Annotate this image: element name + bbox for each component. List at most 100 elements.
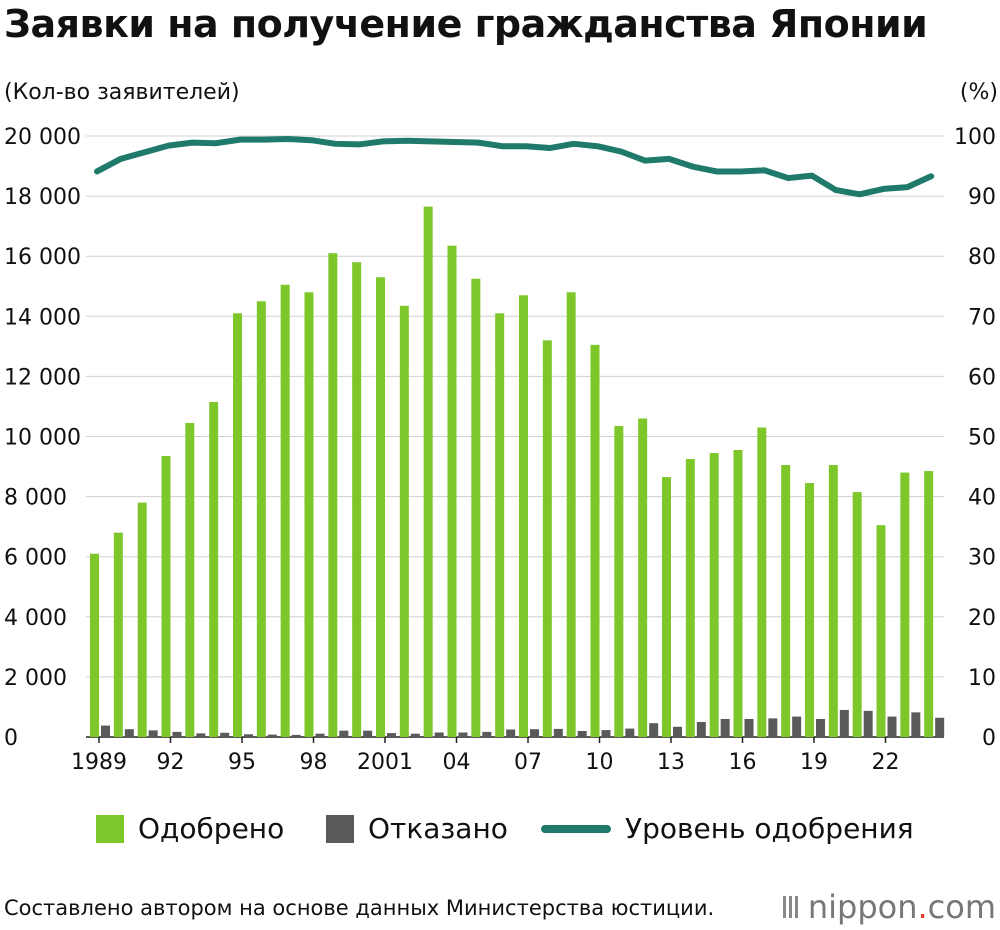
y-left-tick-label: 16 000 bbox=[4, 245, 81, 270]
legend-rate-label: Уровень одобрения bbox=[625, 812, 914, 845]
logo-tld: com bbox=[927, 888, 996, 926]
y-left-tick-label: 14 000 bbox=[4, 305, 81, 330]
x-tick-label: 04 bbox=[443, 750, 471, 775]
approved-bar bbox=[566, 292, 576, 737]
approved-bar bbox=[423, 206, 433, 737]
rejected-bar bbox=[530, 729, 539, 737]
rejected-swatch bbox=[326, 814, 354, 843]
rejected-bar bbox=[387, 733, 396, 737]
approved-bar bbox=[399, 305, 409, 737]
rejected-bar bbox=[124, 729, 134, 737]
y-right-tick-label: 70 bbox=[968, 305, 996, 330]
y-right-tick-label: 30 bbox=[968, 546, 996, 571]
approved-bar bbox=[256, 301, 266, 737]
y-right-tick-label: 0 bbox=[982, 726, 996, 751]
approved-bar bbox=[376, 277, 385, 737]
y-right-tick-label: 60 bbox=[968, 365, 996, 390]
approved-bar bbox=[542, 340, 552, 737]
chart-title: Заявки на получение гражданства Японии bbox=[4, 2, 928, 46]
approved-bar bbox=[638, 418, 648, 737]
y-left-tick-label: 10 000 bbox=[4, 426, 81, 451]
approved-bar bbox=[328, 253, 338, 737]
logo-main: nippon bbox=[807, 888, 918, 926]
rejected-bar bbox=[363, 730, 373, 737]
rejected-bar bbox=[101, 725, 110, 737]
rejected-bar bbox=[267, 734, 277, 737]
approved-bar bbox=[805, 483, 814, 737]
rejected-bar bbox=[863, 710, 873, 737]
rejected-bar bbox=[768, 718, 778, 737]
approved-bar bbox=[519, 295, 528, 737]
approved-bar bbox=[280, 284, 290, 737]
left-axis-unit: (Кол-во заявителей) bbox=[4, 80, 240, 105]
rejected-bar bbox=[220, 732, 230, 737]
approved-bar bbox=[137, 502, 147, 737]
rejected-bar bbox=[148, 730, 158, 737]
rejected-bar bbox=[816, 718, 825, 737]
approved-bar bbox=[90, 553, 99, 737]
x-tick-label: 07 bbox=[514, 750, 542, 775]
approved-bar bbox=[757, 427, 767, 737]
approved-bar bbox=[233, 313, 242, 737]
legend-approved-label: Одобрено bbox=[138, 812, 285, 845]
approved-bar bbox=[113, 532, 123, 737]
logo-dot: . bbox=[917, 888, 928, 926]
rejected-bar bbox=[625, 728, 635, 737]
approval-rate-line bbox=[94, 136, 935, 198]
x-tick-label: 19 bbox=[800, 750, 828, 775]
y-right-tick-label: 20 bbox=[968, 606, 996, 631]
approved-bar bbox=[447, 245, 457, 737]
approved-bar bbox=[209, 401, 219, 737]
legend-rejected-label: Отказано bbox=[368, 812, 508, 845]
rejected-bar bbox=[172, 731, 182, 737]
rejected-bar bbox=[196, 733, 206, 737]
rejected-bar bbox=[839, 709, 849, 737]
x-tick-label: 22 bbox=[872, 750, 900, 775]
approved-bar bbox=[685, 459, 695, 737]
rejected-bar bbox=[339, 730, 349, 737]
approved-bar bbox=[614, 425, 624, 737]
approved-bar bbox=[662, 477, 671, 737]
x-tick-label: 2001 bbox=[357, 750, 413, 775]
x-tick-label: 95 bbox=[228, 750, 256, 775]
y-left-tick-label: 6 000 bbox=[4, 546, 67, 571]
rejected-bar bbox=[744, 718, 754, 737]
source-note: Составлено автором на основе данных Мини… bbox=[4, 896, 715, 920]
approved-bar bbox=[352, 262, 362, 737]
y-right-tick-label: 80 bbox=[968, 245, 996, 270]
approved-bar bbox=[828, 465, 838, 737]
legend-item-rate: Уровень одобрения bbox=[541, 812, 914, 845]
rejected-bar bbox=[673, 726, 682, 737]
approved-bar bbox=[495, 313, 505, 737]
rejected-bar bbox=[291, 734, 301, 737]
rejected-bar bbox=[887, 716, 897, 737]
approved-bar bbox=[304, 292, 314, 737]
rejected-bar bbox=[720, 718, 730, 737]
logo-mark-icon bbox=[782, 896, 798, 918]
right-axis-unit: (%) bbox=[959, 80, 998, 105]
approved-bar bbox=[852, 492, 862, 737]
rejected-bar bbox=[601, 730, 611, 737]
x-tick-label: 92 bbox=[157, 750, 185, 775]
y-left-tick-label: 18 000 bbox=[4, 185, 81, 210]
rejected-bar bbox=[482, 731, 492, 737]
legend: Одобрено Отказано Уровень одобрения bbox=[0, 812, 1000, 862]
rejected-bar bbox=[792, 716, 802, 737]
x-tick-label: 13 bbox=[657, 750, 685, 775]
rejected-bar bbox=[696, 721, 706, 737]
y-left-tick-label: 0 bbox=[4, 726, 18, 751]
rejected-bar bbox=[244, 734, 253, 737]
approved-bar bbox=[733, 450, 743, 737]
rejected-bar bbox=[315, 733, 325, 737]
approved-bar bbox=[590, 344, 600, 737]
y-right-tick-label: 100 bbox=[954, 125, 996, 150]
approved-bar bbox=[924, 471, 934, 737]
approved-bar bbox=[709, 453, 719, 737]
y-right-tick-label: 50 bbox=[968, 426, 996, 451]
y-left-tick-label: 8 000 bbox=[4, 486, 67, 511]
x-tick-label: 10 bbox=[586, 750, 614, 775]
rejected-bar bbox=[577, 730, 587, 737]
approved-bar bbox=[900, 472, 910, 737]
rejected-bar bbox=[458, 732, 468, 737]
